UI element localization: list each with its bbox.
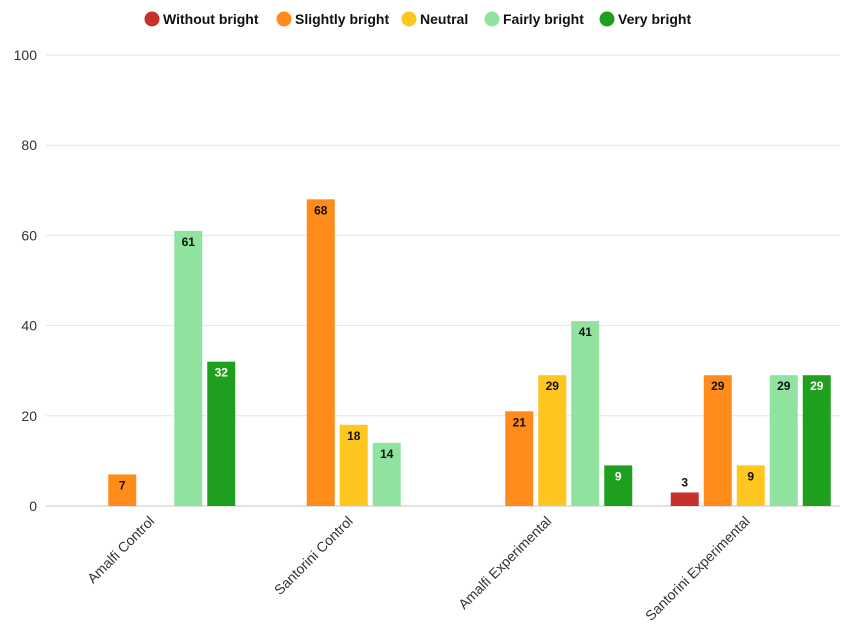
legend-label-slightly-bright: Slightly bright [295, 11, 389, 27]
x-tick-label-santorini-experimental: Santorini Experimental [642, 513, 753, 624]
bar-santorini-experimental-fairly-bright [769, 375, 798, 506]
x-tick-label-amalfi-control: Amalfi Control [84, 513, 157, 586]
bar-amalfi-experimental-very-bright [604, 465, 633, 506]
legend-label-without-bright: Without bright [163, 11, 259, 27]
legend-label-very-bright: Very bright [618, 11, 691, 27]
data-label-amalfi-experimental-slightly-bright: 21 [513, 415, 527, 429]
data-label-amalfi-control-slightly-bright: 7 [119, 478, 126, 492]
data-label-amalfi-experimental-neutral: 29 [546, 379, 560, 393]
y-tick-label-100: 100 [14, 47, 38, 63]
data-label-santorini-experimental-neutral: 9 [747, 469, 754, 483]
bar-amalfi-control-fairly-bright [174, 230, 203, 506]
data-label-santorini-control-fairly-bright: 14 [380, 447, 394, 461]
data-label-santorini-experimental-fairly-bright: 29 [777, 379, 791, 393]
bar-santorini-experimental-slightly-bright [703, 375, 732, 506]
legend-swatch-fairly-bright [484, 11, 500, 27]
bar-amalfi-control-very-bright [207, 361, 236, 506]
data-label-amalfi-experimental-very-bright: 9 [615, 469, 622, 483]
bar-santorini-control-fairly-bright [372, 442, 401, 506]
data-label-santorini-experimental-without-bright: 3 [681, 475, 688, 489]
legend: Without bright Slightly bright Neutral Fair… [144, 11, 691, 27]
bar-amalfi-experimental-neutral [538, 375, 567, 506]
bar-santorini-control-slightly-bright [306, 199, 335, 506]
x-tick-label-amalfi-experimental: Amalfi Experimental [455, 513, 554, 612]
y-tick-label-40: 40 [21, 318, 37, 334]
bar-amalfi-control-slightly-bright [108, 474, 137, 506]
y-tick-label-60: 60 [21, 227, 37, 243]
data-label-santorini-experimental-slightly-bright: 29 [711, 379, 725, 393]
bar-santorini-control-neutral [339, 424, 368, 506]
data-label-amalfi-control-very-bright: 32 [215, 366, 229, 380]
data-label-amalfi-control-fairly-bright: 61 [182, 235, 196, 249]
legend-swatch-very-bright [599, 11, 615, 27]
y-tick-label-80: 80 [21, 137, 37, 153]
data-label-santorini-control-neutral: 18 [347, 429, 361, 443]
bar-santorini-experimental-very-bright [802, 375, 831, 506]
data-label-amalfi-experimental-fairly-bright: 41 [579, 325, 593, 339]
bar-santorini-experimental-without-bright [670, 492, 699, 506]
x-tick-label-santorini-control: Santorini Control [271, 513, 356, 598]
data-label-santorini-experimental-very-bright: 29 [810, 379, 824, 393]
bar-santorini-experimental-neutral [736, 465, 765, 506]
bar-amalfi-experimental-slightly-bright [505, 411, 534, 506]
data-label-santorini-control-slightly-bright: 68 [314, 203, 328, 217]
bars-layer: 7 61 32 68 18 14 21 29 41 9 3 29 9 29 29 [108, 199, 831, 506]
y-tick-label-20: 20 [21, 408, 37, 424]
legend-swatch-slightly-bright [276, 11, 292, 27]
legend-label-neutral: Neutral [420, 11, 468, 27]
legend-label-fairly-bright: Fairly bright [503, 11, 584, 27]
x-axis: Amalfi Control Santorini Control Amalfi Ex… [84, 513, 753, 624]
y-axis: 0 20 40 60 80 100 [14, 47, 38, 514]
y-tick-label-0: 0 [29, 498, 37, 514]
legend-swatch-without-bright [144, 11, 160, 27]
bar-amalfi-experimental-fairly-bright [571, 321, 600, 506]
legend-swatch-neutral [401, 11, 417, 27]
